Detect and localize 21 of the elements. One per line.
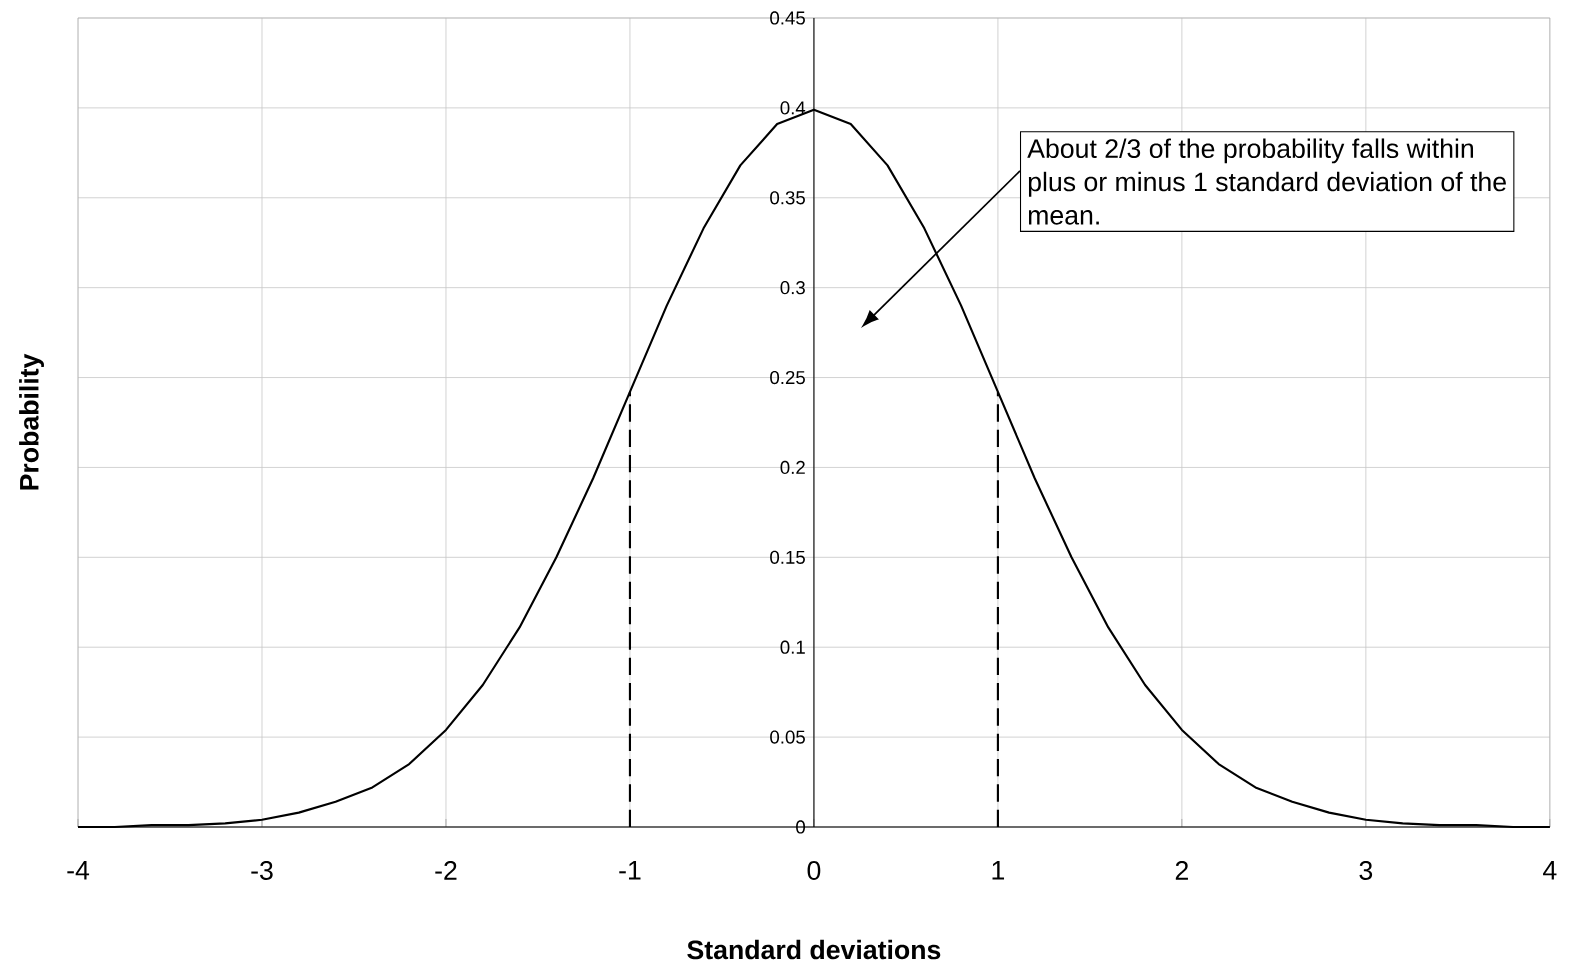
x-tick-label: -1 <box>619 861 641 880</box>
y-tick-label: 0.05 <box>770 730 805 744</box>
x-tick-label: 0 <box>807 861 821 880</box>
x-tick-label: -3 <box>251 861 273 880</box>
y-tick-label: 0.2 <box>780 460 805 475</box>
y-axis-title: Probability <box>19 353 44 490</box>
x-tick-label: 1 <box>992 861 1005 880</box>
x-tick-label: 3 <box>1359 861 1373 880</box>
y-tick-label: 0.35 <box>770 191 805 205</box>
x-tick-label: -4 <box>67 861 90 880</box>
x-tick-label: 4 <box>1543 861 1557 880</box>
y-tick-label: 0.1 <box>780 640 805 654</box>
annotation: About 2/3 of the probability falls within plus or minus 1 standard deviation of the mean. <box>1027 138 1506 225</box>
y-tick-label: 0.4 <box>780 101 806 115</box>
x-tick-label: -2 <box>435 861 457 880</box>
x-axis-title: Standard deviations <box>687 939 941 960</box>
y-tick-label: 0.25 <box>770 370 805 385</box>
y-tick-label: 0.45 <box>770 11 805 25</box>
y-tick-label: 0.15 <box>770 550 805 564</box>
y-tick-label: 0.3 <box>780 281 805 295</box>
x-tick-label: 2 <box>1175 861 1188 880</box>
